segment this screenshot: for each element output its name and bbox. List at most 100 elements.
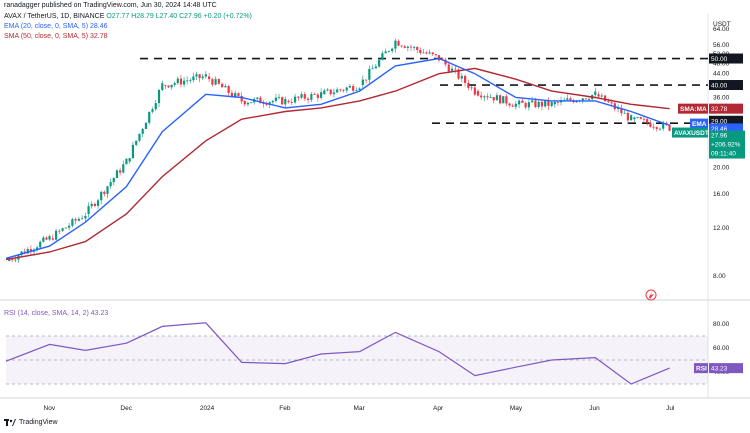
candle (422, 52, 425, 54)
candle (342, 89, 345, 91)
candle (476, 91, 480, 96)
time-axis-label: May (510, 405, 523, 412)
candle (521, 100, 524, 103)
candle (437, 55, 441, 61)
candle (300, 94, 303, 98)
candle (45, 237, 48, 240)
candle (224, 86, 227, 88)
candle (154, 103, 157, 110)
candle (115, 170, 119, 178)
candle (652, 126, 655, 128)
candle (431, 52, 434, 55)
candle (112, 177, 115, 183)
time-axis-label: Apr (433, 405, 444, 412)
candle (406, 46, 409, 48)
candle (584, 98, 588, 100)
candle (189, 80, 192, 81)
ema-name-tag: EMA (692, 121, 707, 128)
candle (511, 105, 514, 107)
candle (345, 87, 348, 91)
candle (221, 83, 224, 88)
candle (64, 227, 67, 229)
time-axis-label: Mar (354, 405, 366, 412)
symbol-line: AVAX / TetherUS, 1D, BINANCE (4, 13, 105, 20)
candle (553, 101, 556, 105)
tradingview-footer[interactable]: TradingView (4, 419, 58, 426)
candle (119, 170, 122, 173)
time-axis-label: Dec (120, 405, 132, 412)
sma-value-tag-bg (709, 103, 743, 114)
symbol-tag: AVAXUSDT (674, 130, 709, 137)
sma-name-tag-bg (678, 103, 708, 114)
candle (428, 52, 431, 54)
candle (128, 158, 131, 162)
candle (480, 95, 483, 98)
candle (607, 101, 610, 103)
candle (502, 96, 505, 104)
price-tick-label: 48.00 (713, 60, 730, 67)
candle (157, 90, 161, 104)
candle (106, 186, 109, 194)
candle (109, 182, 112, 187)
time-axis-label: 2024 (200, 405, 215, 412)
candle (100, 191, 103, 201)
candle (473, 87, 476, 95)
candle (434, 54, 437, 56)
ema-legend[interactable]: EMA (20, close, 0, SMA, 5) 28.46 (4, 23, 108, 30)
candle (161, 83, 164, 91)
candle (329, 89, 332, 95)
candle (505, 96, 508, 104)
candle (400, 45, 403, 47)
candle (39, 241, 42, 248)
candle (81, 218, 84, 220)
candle (483, 96, 486, 98)
candle (387, 51, 391, 52)
candle (151, 109, 154, 112)
candle (61, 228, 64, 231)
candle (556, 101, 560, 103)
rsi-legend[interactable]: RSI (14, close, SMA, 14, 2) 43.23 (4, 310, 109, 317)
candle (262, 103, 265, 105)
rsi-tick-label: 60.00 (713, 345, 730, 352)
candle (358, 88, 361, 90)
candle (290, 102, 293, 103)
candle (524, 102, 527, 108)
symbol-header[interactable]: AVAX / TetherUS, 1D, BINANCE O27.77 H28.… (4, 13, 252, 20)
candle (84, 215, 87, 219)
candle (384, 51, 387, 54)
level-50-tag: 50.00 (711, 56, 728, 63)
candle (623, 112, 626, 114)
candle (603, 95, 607, 102)
candle (77, 218, 81, 221)
candle (662, 122, 665, 129)
candle (29, 249, 32, 252)
candle (90, 203, 93, 207)
candle (467, 82, 470, 88)
candle (303, 94, 306, 99)
candle (320, 92, 323, 98)
candle (87, 206, 90, 215)
candle (274, 97, 278, 101)
candle (173, 83, 176, 85)
candle (460, 75, 463, 79)
candle (620, 108, 623, 114)
candle (71, 219, 74, 226)
candle (626, 112, 629, 121)
candle (361, 79, 364, 86)
candle (498, 95, 502, 104)
change-tag: +206.92% (711, 142, 741, 149)
candle (658, 128, 662, 130)
candle (141, 129, 144, 134)
candle (587, 99, 591, 100)
time-axis-label: Jul (666, 405, 675, 412)
candle (495, 95, 499, 101)
candle (425, 52, 428, 54)
candle (419, 49, 422, 54)
candle (447, 64, 450, 72)
candle (332, 92, 336, 95)
sma-legend[interactable]: SMA (50, close, 0, SMA, 5) 32.78 (4, 33, 108, 40)
candle (444, 59, 447, 65)
alert-icon[interactable] (645, 289, 657, 301)
tradingview-logo-icon (4, 419, 16, 426)
